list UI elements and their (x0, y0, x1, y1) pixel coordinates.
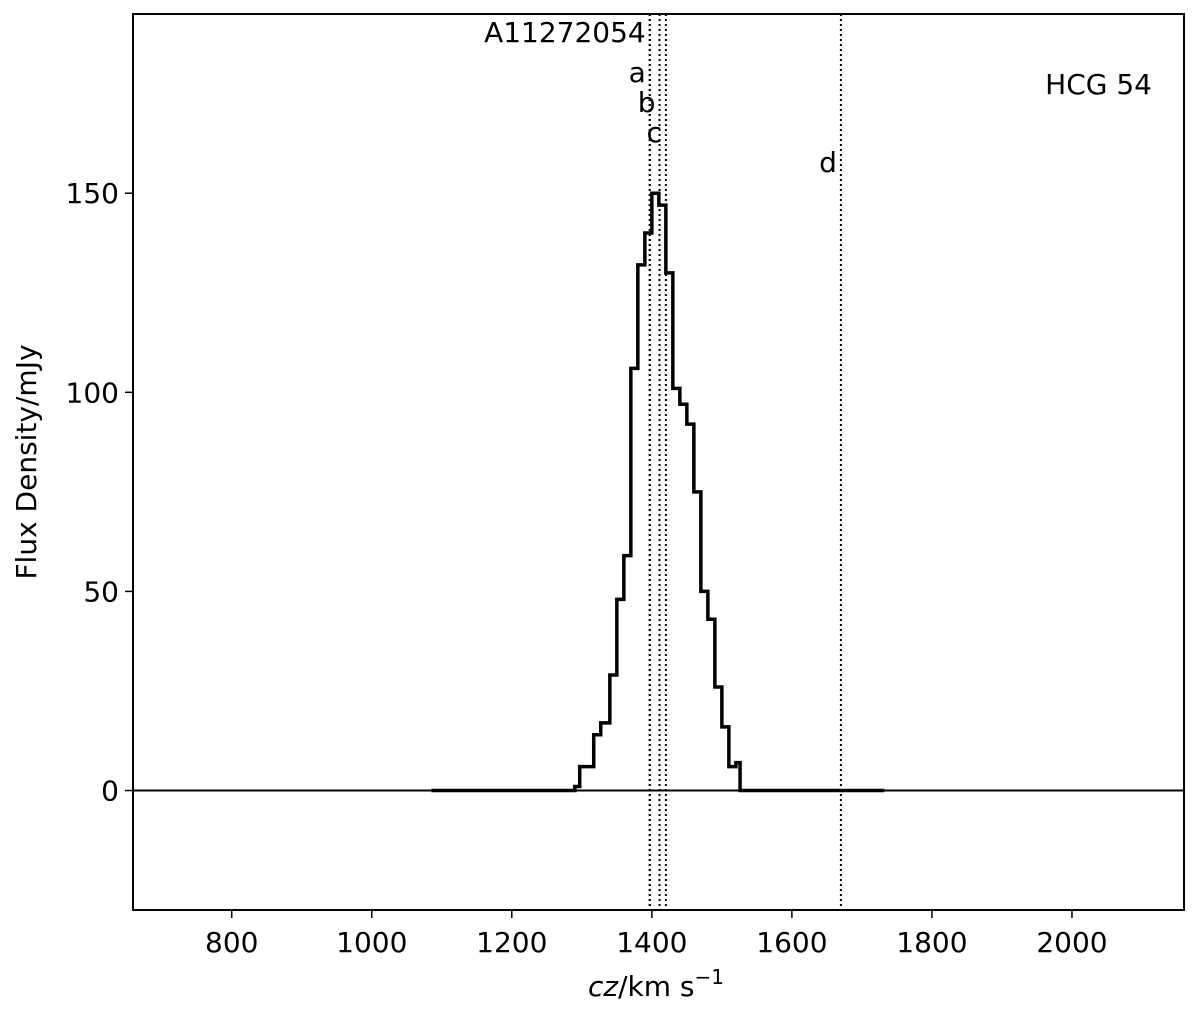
annotation: HCG 54 (1045, 68, 1152, 101)
y-tick-label: 50 (83, 575, 119, 608)
marker-label: A11272054 (484, 16, 646, 49)
x-tick-label: 1000 (336, 926, 407, 959)
x-tick-label: 1600 (756, 926, 827, 959)
marker-label: c (646, 116, 661, 149)
y-axis-label: Flux Density/mJy (10, 344, 43, 579)
x-label-sup: −1 (695, 965, 724, 989)
y-tick-label: 100 (66, 376, 119, 409)
y-tick-label: 150 (66, 177, 119, 210)
x-tick-label: 800 (205, 926, 258, 959)
marker-label: a (629, 56, 646, 89)
plot-frame (132, 13, 1185, 911)
y-tick-label: 0 (101, 775, 119, 808)
x-label-part: cz (588, 970, 619, 1003)
marker-label: d (819, 146, 837, 179)
x-axis-label: cz/km s−1 (588, 965, 724, 1003)
x-label-part: /km s (618, 970, 694, 1003)
x-tick-label: 1800 (896, 926, 967, 959)
x-tick-label: 2000 (1036, 926, 1107, 959)
x-tick-label: 1400 (616, 926, 687, 959)
marker-label: b (638, 86, 656, 119)
x-tick-label: 1200 (476, 926, 547, 959)
spectrum-line (431, 191, 885, 793)
